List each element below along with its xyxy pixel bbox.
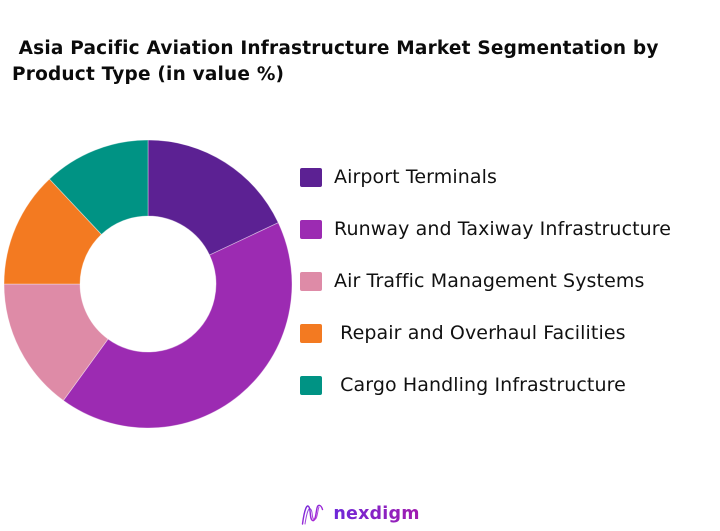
donut-chart xyxy=(4,140,292,428)
legend-item-repair-overhaul: Repair and Overhaul Facilities xyxy=(300,322,671,344)
legend-item-runway-taxiway: Runway and Taxiway Infrastructure xyxy=(300,218,671,240)
legend-item-airport-terminals: Airport Terminals xyxy=(300,166,671,188)
chart-title-line-1: Asia Pacific Aviation Infrastructure Mar… xyxy=(12,38,659,59)
chart-title: Asia Pacific Aviation Infrastructure Mar… xyxy=(12,36,702,88)
chart-title-line-2: Product Type (in value %) xyxy=(12,64,285,85)
donut-segment-1 xyxy=(62,222,292,428)
legend-label: Air Traffic Management Systems xyxy=(334,270,645,292)
donut-segment-4 xyxy=(48,140,149,235)
legend-item-cargo-handling: Cargo Handling Infrastructure xyxy=(300,374,671,396)
donut-segment-3 xyxy=(4,178,103,285)
legend-swatch-icon xyxy=(300,167,322,187)
nexdigm-wordmark: nexdigm xyxy=(333,503,420,524)
legend-label: Repair and Overhaul Facilities xyxy=(334,322,626,344)
legend-label: Airport Terminals xyxy=(334,166,497,188)
legend-label: Runway and Taxiway Infrastructure xyxy=(334,218,672,240)
legend-swatch-icon xyxy=(300,375,322,395)
donut-segment-2 xyxy=(4,283,109,402)
donut-segment-0 xyxy=(147,140,279,256)
nexdigm-logo: nexdigm xyxy=(0,500,720,527)
nexdigm-logo-icon xyxy=(302,504,324,525)
legend-swatch-icon xyxy=(300,323,322,343)
legend-swatch-icon xyxy=(300,219,322,239)
legend-swatch-icon xyxy=(300,271,322,291)
chart-legend: Airport Terminals Runway and Taxiway Inf… xyxy=(300,166,671,396)
legend-item-air-traffic-management: Air Traffic Management Systems xyxy=(300,270,671,292)
legend-label: Cargo Handling Infrastructure xyxy=(334,374,626,396)
